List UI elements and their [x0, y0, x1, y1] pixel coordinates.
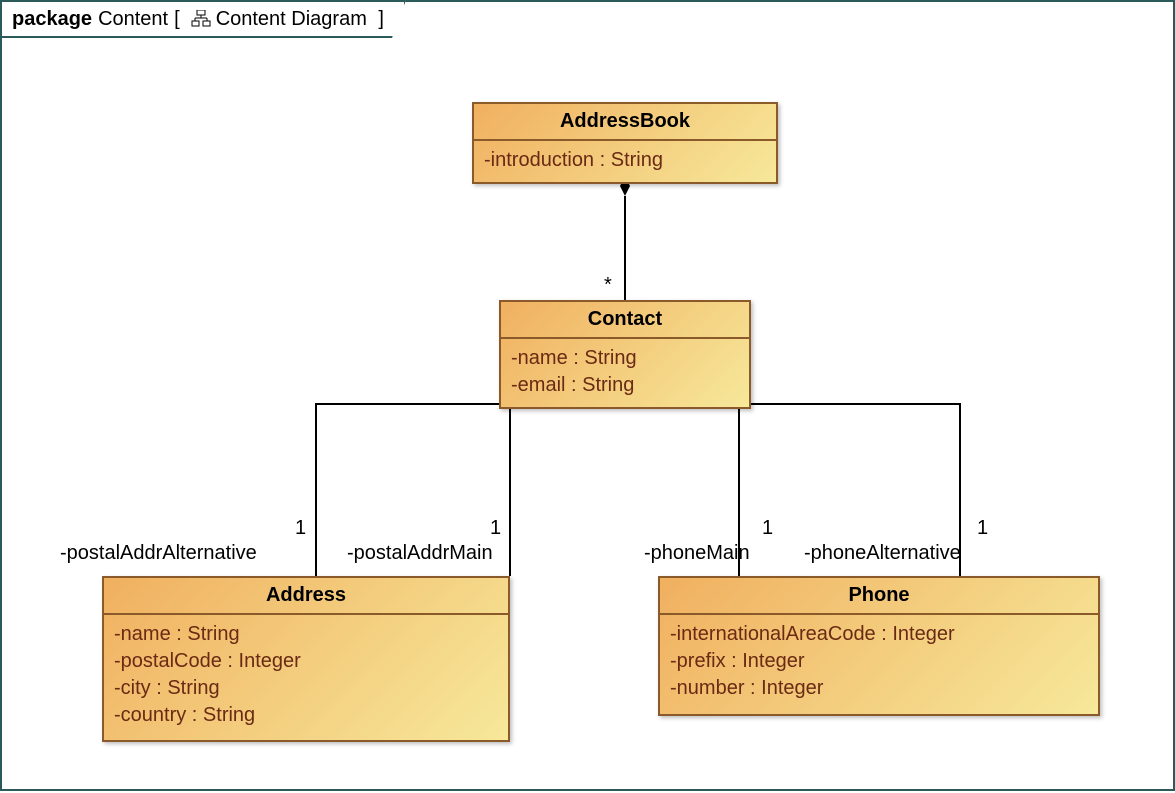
frame-keyword: package — [12, 8, 92, 31]
class-phone[interactable]: Phone-internationalAreaCode : Integer-pr… — [658, 576, 1100, 716]
attr-contact-0: -name : String — [511, 345, 739, 372]
class-attrs-address: -name : String-postalCode : Integer-city… — [104, 615, 508, 737]
attr-address-0: -name : String — [114, 621, 498, 648]
role-contact_address_main: -postalAddrMain — [347, 542, 493, 565]
frame-package-name: Content — [98, 8, 168, 31]
mult-contact_phone_alt: 1 — [977, 517, 988, 540]
role-contact_phone_alt: -phoneAlternative — [804, 542, 961, 565]
role-contact_phone_main: -phoneMain — [644, 542, 750, 565]
mult-contact_address_main: 1 — [490, 517, 501, 540]
mult-contact_address_alt: 1 — [295, 517, 306, 540]
attr-address-1: -postalCode : Integer — [114, 648, 498, 675]
frame-diagram-label: Content Diagram — [216, 8, 367, 31]
attr-address-2: -city : String — [114, 675, 498, 702]
mult-contact_phone_main: 1 — [762, 517, 773, 540]
bracket-close: ] — [373, 8, 384, 31]
attr-contact-1: -email : String — [511, 372, 739, 399]
package-frame: package Content [ Content Diagram ] Addr… — [0, 0, 1175, 791]
class-attrs-phone: -internationalAreaCode : Integer-prefix … — [660, 615, 1098, 710]
class-attrs-addressbook: -introduction : String — [474, 141, 776, 182]
mult-addressbook-contact: * — [604, 274, 612, 297]
attr-phone-1: -prefix : Integer — [670, 648, 1088, 675]
class-diagram-icon — [190, 9, 212, 29]
bracket-open: [ — [174, 8, 180, 31]
class-name-address: Address — [104, 578, 508, 615]
class-address[interactable]: Address-name : String-postalCode : Integ… — [102, 576, 510, 742]
attr-phone-0: -internationalAreaCode : Integer — [670, 621, 1088, 648]
class-contact[interactable]: Contact-name : String-email : String — [499, 300, 751, 409]
attr-phone-2: -number : Integer — [670, 675, 1088, 702]
attr-addressbook-0: -introduction : String — [484, 147, 766, 174]
frame-tab: package Content [ Content Diagram ] — [0, 0, 406, 38]
class-name-addressbook: AddressBook — [474, 104, 776, 141]
role-contact_address_alt: -postalAddrAlternative — [60, 542, 257, 565]
class-addressbook[interactable]: AddressBook -introduction : String — [472, 102, 778, 184]
attr-address-3: -country : String — [114, 702, 498, 729]
class-attrs-contact: -name : String-email : String — [501, 339, 749, 407]
class-name-phone: Phone — [660, 578, 1098, 615]
class-name-contact: Contact — [501, 302, 749, 339]
